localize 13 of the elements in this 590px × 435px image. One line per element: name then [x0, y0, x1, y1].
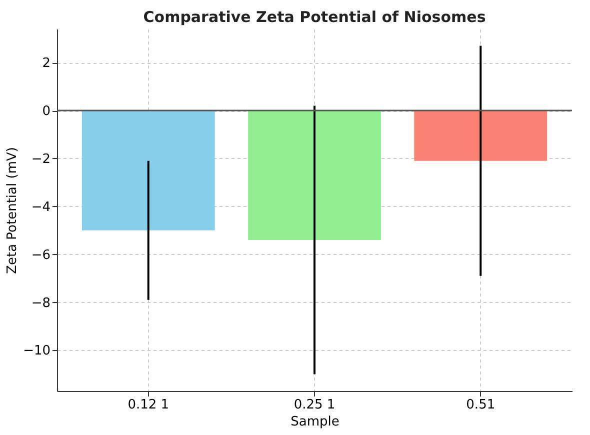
x-axis-title: Sample [290, 414, 340, 430]
x-tick-label: 0.51 [466, 398, 496, 412]
y-axis-title: Zeta Potential (mV) [5, 147, 20, 274]
y-tick-label: −6 [31, 248, 50, 263]
y-tick-label: −10 [23, 344, 50, 359]
y-tick-label: 2 [42, 56, 50, 72]
y-tick-label: −8 [31, 296, 50, 311]
chart-title: Comparative Zeta Potential of Niosomes [143, 8, 486, 26]
x-tick-label: 0.25 1 [294, 398, 336, 412]
y-tick-label: −2 [31, 152, 50, 167]
x-tick-label: 0.12 1 [128, 398, 170, 412]
y-tick-label: −4 [31, 200, 50, 215]
y-tick-label: 0 [42, 104, 50, 120]
